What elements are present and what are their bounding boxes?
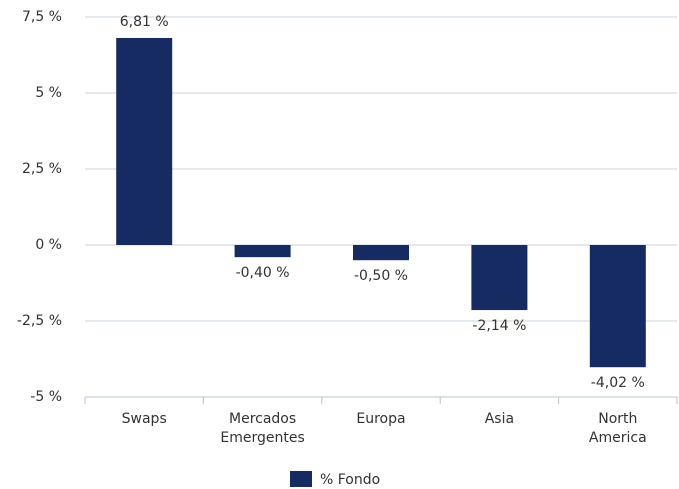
data-label: -0,40 % <box>236 265 290 281</box>
bar <box>353 245 409 261</box>
x-tick-label: Europa <box>356 411 405 427</box>
x-tick-label: Asia <box>485 411 514 427</box>
data-label: -4,02 % <box>591 375 645 391</box>
bar <box>234 245 291 258</box>
bar <box>589 245 646 368</box>
legend-label: % Fondo <box>320 472 380 488</box>
x-tick-label: North America <box>589 411 647 446</box>
legend-swatch <box>290 471 312 487</box>
y-tick-label: 7,5 % <box>22 9 62 25</box>
y-tick-label: 2,5 % <box>22 161 62 177</box>
data-label: 6,81 % <box>120 14 169 30</box>
y-tick-label: 0 % <box>35 237 62 253</box>
data-label: -0,50 % <box>354 268 408 284</box>
y-tick-label: -2,5 % <box>17 313 62 329</box>
x-tick-label: Swaps <box>122 411 167 427</box>
x-tick-label: Mercados Emergentes <box>220 411 304 446</box>
bar <box>116 37 173 246</box>
data-label: -2,14 % <box>472 318 526 334</box>
bar <box>471 245 528 311</box>
y-tick-label: 5 % <box>35 85 62 101</box>
y-tick-label: -5 % <box>30 389 62 405</box>
